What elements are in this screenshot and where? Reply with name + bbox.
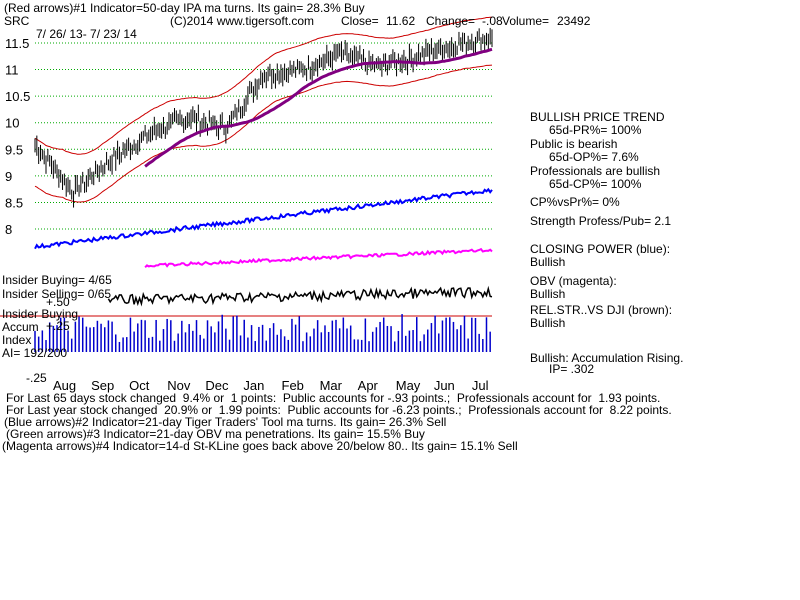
- insider-buying2-label: Insider Buying: [2, 307, 79, 321]
- upper-band-line: [34, 16, 493, 155]
- x-tick-label: May: [396, 378, 421, 393]
- y-tick-label: 10: [5, 116, 19, 131]
- pros-title: Professionals are bullish: [530, 164, 661, 178]
- relstr-value: Bullish: [530, 316, 566, 330]
- closing-power-title: CLOSING POWER (blue):: [530, 242, 671, 256]
- x-tick-label: Dec: [205, 378, 229, 393]
- change-value: -.08: [482, 14, 503, 28]
- op-value: 65d-OP%= 7.6%: [549, 150, 639, 164]
- x-tick-label: Sep: [91, 378, 114, 393]
- accum-status: Bullish: Accumulation Rising.: [530, 351, 684, 365]
- x-tick-label: Jun: [434, 378, 455, 393]
- lower-band-line: [34, 64, 493, 203]
- y-tick-label: 11: [5, 63, 19, 78]
- x-tick-label: Oct: [129, 378, 150, 393]
- moving-average-line: [144, 47, 493, 168]
- minus25-label: -.25: [26, 371, 47, 385]
- obv-value: Bullish: [530, 287, 566, 301]
- copyright-text: (C)2014 www.tigersoft.com: [170, 14, 315, 28]
- y-tick-label: 9: [5, 169, 12, 184]
- x-tick-label: Aug: [53, 378, 76, 393]
- accum-label: Accum: [2, 320, 39, 334]
- rel-str-line: [107, 285, 493, 307]
- closing-power-line: [34, 187, 493, 250]
- obv-title: OBV (magenta):: [530, 274, 617, 288]
- ip-value: IP= .302: [549, 362, 595, 376]
- plus25-label: +.25: [46, 319, 70, 333]
- closing-power-value: Bullish: [530, 255, 566, 269]
- y-tick-label: 8: [5, 222, 12, 237]
- close-label: Close=: [341, 14, 379, 28]
- relstr-title: REL.STR..VS DJI (brown):: [530, 303, 673, 317]
- date-range: 7/ 26/ 13- 7/ 23/ 14: [36, 27, 137, 41]
- y-tick-label: 10.5: [5, 89, 30, 104]
- volume-value: 23492: [557, 14, 591, 28]
- x-tick-label: Jan: [243, 378, 264, 393]
- volume-label: Volume=: [502, 14, 550, 28]
- ticker-label: SRC: [4, 14, 30, 28]
- cpvspr-value: CP%vsPr%= 0%: [530, 195, 620, 209]
- public-title: Public is bearish: [530, 137, 618, 151]
- x-tick-label: Mar: [320, 378, 343, 393]
- cp-value: 65d-CP%= 100%: [549, 177, 642, 191]
- insider-buying-label: Insider Buying= 4/65: [2, 273, 112, 287]
- y-tick-label: 8.5: [5, 195, 23, 210]
- x-tick-label: Feb: [282, 378, 304, 393]
- header-line1: (Red arrows)#1 Indicator=50-day IPA ma t…: [4, 1, 365, 15]
- footer-line1: For Last 65 days stock changed 9.4% or 1…: [6, 391, 661, 405]
- ai-label: AI= 192/200: [2, 346, 68, 360]
- footer-line4: (Green arrows)#3 Indicator=21-day OBV ma…: [6, 427, 425, 441]
- index-label: Index: [2, 333, 32, 347]
- pr-value: 65d-PR%= 100%: [549, 123, 642, 137]
- obv-line: [144, 247, 493, 269]
- trend-title: BULLISH PRICE TREND: [530, 110, 665, 124]
- insider-selling-label: Insider Selling= 0/65: [2, 287, 112, 301]
- change-label: Change=: [426, 14, 476, 28]
- strength-value: Strength Profess/Pub= 2.1: [530, 214, 672, 228]
- y-tick-label: 11.5: [5, 36, 29, 51]
- x-tick-label: Nov: [167, 378, 191, 393]
- footer-line5: (Magenta arrows)#4 Indicator=14-d St-KLi…: [2, 439, 518, 453]
- close-value: 11.62: [386, 14, 416, 28]
- footer-line2: For Last year stock changed 20.9% or 1.9…: [6, 403, 672, 417]
- x-tick-label: Jul: [472, 378, 489, 393]
- footer-line3: (Blue arrows)#2 Indicator=21-day Tiger T…: [4, 415, 447, 429]
- y-tick-label: 9.5: [5, 142, 23, 157]
- plus50-label: +.50: [46, 295, 70, 309]
- x-tick-label: Apr: [358, 378, 379, 393]
